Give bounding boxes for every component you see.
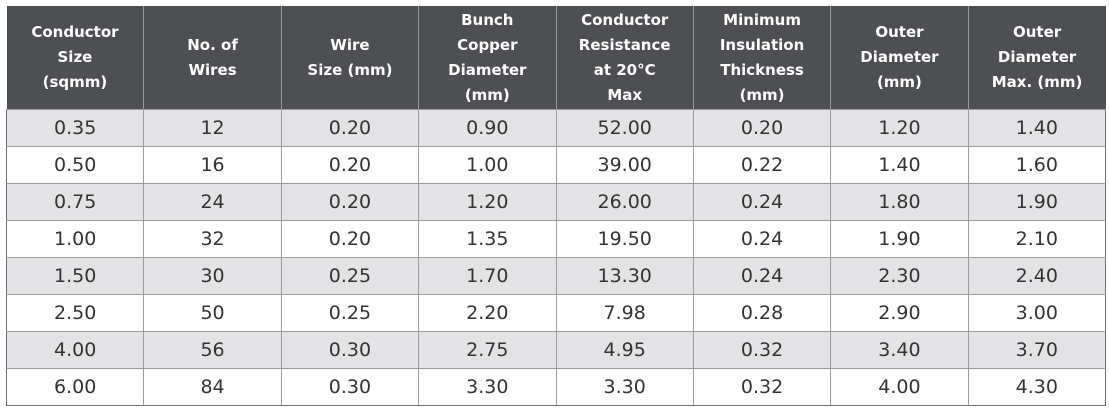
cell-min-insulation-thickness: 0.32 (692, 331, 832, 369)
cell-conductor-resistance: 4.95 (555, 331, 694, 369)
cell-outer-diameter: 1.80 (830, 183, 969, 221)
cell-min-insulation-thickness: 0.24 (692, 183, 832, 221)
cell-no-of-wires: 24 (143, 183, 282, 221)
cell-conductor-resistance: 3.30 (555, 368, 694, 406)
cell-no-of-wires: 12 (143, 109, 282, 147)
cell-bunch-copper-diameter: 2.75 (418, 331, 557, 369)
cell-wire-size: 0.25 (280, 257, 420, 295)
cell-min-insulation-thickness: 0.32 (692, 368, 832, 406)
header-bunch-copper-diameter: Bunch Copper Diameter (mm) (418, 6, 557, 110)
cell-bunch-copper-diameter: 1.35 (418, 220, 557, 258)
cell-outer-diameter-max: 3.00 (967, 294, 1107, 332)
cell-min-insulation-thickness: 0.28 (692, 294, 832, 332)
header-min-insulation-thickness: Minimum Insulation Thickness (mm) (692, 6, 832, 110)
cell-conductor-size: 2.50 (5, 294, 145, 332)
table-body: 0.35 12 0.20 0.90 52.00 0.20 1.20 1.40 0.50 16 0.2… (5, 109, 1107, 406)
cell-bunch-copper-diameter: 3.30 (418, 368, 557, 406)
cell-min-insulation-thickness: 0.22 (692, 146, 832, 184)
cell-no-of-wires: 56 (143, 331, 282, 369)
cell-wire-size: 0.20 (280, 220, 420, 258)
cell-conductor-resistance: 13.30 (555, 257, 694, 295)
table-row: 0.35 12 0.20 0.90 52.00 0.20 1.20 1.40 (5, 109, 1107, 147)
cell-outer-diameter-max: 2.40 (967, 257, 1107, 295)
table-row: 1.00 32 0.20 1.35 19.50 0.24 1.90 2.10 (5, 220, 1107, 258)
cell-conductor-resistance: 39.00 (555, 146, 694, 184)
cell-bunch-copper-diameter: 1.70 (418, 257, 557, 295)
cell-conductor-size: 0.75 (5, 183, 145, 221)
cell-conductor-size: 0.35 (5, 109, 145, 147)
header-conductor-resistance: Conductor Resistance at 20°C Max (555, 6, 694, 110)
cell-wire-size: 0.25 (280, 294, 420, 332)
cell-bunch-copper-diameter: 1.00 (418, 146, 557, 184)
table-row: 4.00 56 0.30 2.75 4.95 0.32 3.40 3.70 (5, 331, 1107, 369)
table-row: 2.50 50 0.25 2.20 7.98 0.28 2.90 3.00 (5, 294, 1107, 332)
cell-no-of-wires: 32 (143, 220, 282, 258)
cell-bunch-copper-diameter: 0.90 (418, 109, 557, 147)
header-conductor-size: Conductor Size (sqmm) (6, 6, 145, 110)
cell-no-of-wires: 16 (143, 146, 282, 184)
cell-conductor-resistance: 19.50 (555, 220, 694, 258)
cell-wire-size: 0.30 (280, 368, 420, 406)
cell-wire-size: 0.20 (280, 183, 420, 221)
cell-outer-diameter: 1.40 (830, 146, 969, 184)
table-row: 1.50 30 0.25 1.70 13.30 0.24 2.30 2.40 (5, 257, 1107, 295)
cell-min-insulation-thickness: 0.24 (692, 257, 832, 295)
table-row: 6.00 84 0.30 3.30 3.30 0.32 4.00 4.30 (5, 368, 1107, 406)
header-outer-diameter-max: Outer Diameter Max. (mm) (967, 6, 1106, 110)
cell-outer-diameter-max: 4.30 (967, 368, 1107, 406)
table-row: 0.50 16 0.20 1.00 39.00 0.22 1.40 1.60 (5, 146, 1107, 184)
conductor-spec-table: Conductor Size (sqmm) No. of Wires Wire … (5, 6, 1107, 406)
cell-conductor-size: 1.00 (5, 220, 145, 258)
cell-no-of-wires: 50 (143, 294, 282, 332)
header-row: Conductor Size (sqmm) No. of Wires Wire … (6, 6, 1106, 110)
table-header: Conductor Size (sqmm) No. of Wires Wire … (6, 6, 1106, 110)
cell-outer-diameter: 4.00 (830, 368, 969, 406)
cell-conductor-resistance: 7.98 (555, 294, 694, 332)
cell-conductor-size: 0.50 (5, 146, 145, 184)
cell-conductor-size: 4.00 (5, 331, 145, 369)
table-row: 0.75 24 0.20 1.20 26.00 0.24 1.80 1.90 (5, 183, 1107, 221)
cell-wire-size: 0.20 (280, 109, 420, 147)
cell-outer-diameter: 3.40 (830, 331, 969, 369)
cell-bunch-copper-diameter: 2.20 (418, 294, 557, 332)
cell-outer-diameter-max: 1.60 (967, 146, 1107, 184)
header-wire-size: Wire Size (mm) (280, 6, 420, 110)
cell-outer-diameter-max: 1.40 (967, 109, 1107, 147)
header-outer-diameter: Outer Diameter (mm) (830, 6, 969, 110)
cell-outer-diameter: 2.30 (830, 257, 969, 295)
cell-min-insulation-thickness: 0.20 (692, 109, 832, 147)
header-no-of-wires: No. of Wires (143, 6, 282, 110)
cell-outer-diameter: 2.90 (830, 294, 969, 332)
cell-wire-size: 0.30 (280, 331, 420, 369)
cell-bunch-copper-diameter: 1.20 (418, 183, 557, 221)
cell-conductor-resistance: 26.00 (555, 183, 694, 221)
cell-outer-diameter: 1.20 (830, 109, 969, 147)
cell-no-of-wires: 30 (143, 257, 282, 295)
cell-no-of-wires: 84 (143, 368, 282, 406)
spec-table-container: Conductor Size (sqmm) No. of Wires Wire … (5, 6, 1107, 406)
cell-conductor-size: 1.50 (5, 257, 145, 295)
cell-conductor-size: 6.00 (5, 368, 145, 406)
cell-outer-diameter-max: 3.70 (967, 331, 1107, 369)
cell-outer-diameter-max: 2.10 (967, 220, 1107, 258)
cell-conductor-resistance: 52.00 (555, 109, 694, 147)
cell-outer-diameter-max: 1.90 (967, 183, 1107, 221)
cell-min-insulation-thickness: 0.24 (692, 220, 832, 258)
cell-outer-diameter: 1.90 (830, 220, 969, 258)
cell-wire-size: 0.20 (280, 146, 420, 184)
